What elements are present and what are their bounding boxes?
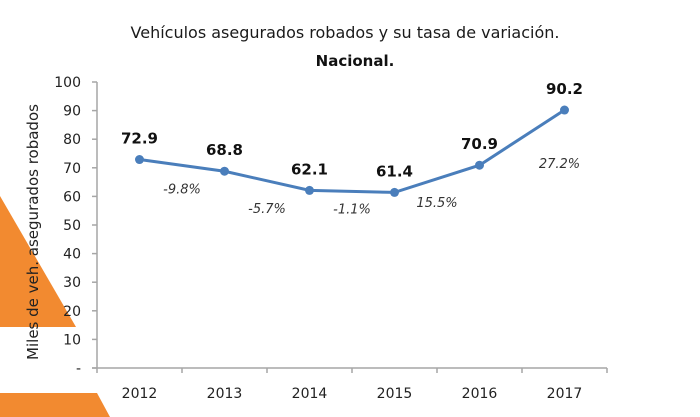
y-tick-label: 20 bbox=[63, 304, 81, 320]
y-tick-label: 50 bbox=[63, 218, 81, 234]
x-tick-label: 2015 bbox=[377, 386, 413, 402]
data-label: 70.9 bbox=[461, 135, 498, 153]
variation-label: 15.5% bbox=[416, 196, 457, 211]
x-tick-label: 2017 bbox=[547, 386, 583, 402]
data-point bbox=[305, 185, 314, 195]
data-point bbox=[390, 187, 399, 197]
y-tick-label: 60 bbox=[63, 189, 81, 205]
y-tick-label: 100 bbox=[54, 75, 81, 91]
series-line bbox=[139, 108, 566, 194]
data-point bbox=[135, 155, 144, 165]
variation-label: -1.1% bbox=[333, 202, 371, 217]
y-tick-label: 70 bbox=[63, 161, 81, 177]
x-tick-label: 2016 bbox=[462, 386, 498, 402]
variation-label: -5.7% bbox=[248, 202, 286, 217]
data-label: 68.8 bbox=[206, 141, 243, 159]
y-tick-label: 10 bbox=[63, 332, 81, 348]
y-tick-label: - bbox=[76, 361, 81, 377]
data-label: 61.4 bbox=[376, 162, 413, 180]
y-axis-label: Miles de veh. asegurados robados bbox=[24, 104, 42, 360]
data-label: 62.1 bbox=[291, 160, 328, 178]
y-tick-label: 80 bbox=[63, 132, 81, 148]
variation-label: -9.8% bbox=[163, 182, 201, 197]
data-label: 90.2 bbox=[546, 80, 583, 98]
y-tick-label: 90 bbox=[63, 104, 81, 120]
data-point bbox=[475, 160, 484, 170]
x-tick-label: 2012 bbox=[122, 386, 158, 402]
decorative-orange-triangle bbox=[0, 196, 76, 327]
y-tick-label: 40 bbox=[63, 247, 81, 263]
chart-subtitle: Nacional. bbox=[316, 52, 395, 70]
x-tick-label: 2014 bbox=[292, 386, 328, 402]
x-tick-label: 2013 bbox=[207, 386, 243, 402]
variation-label: 27.2% bbox=[539, 157, 580, 172]
data-point bbox=[560, 105, 569, 115]
decorative-orange-band bbox=[0, 393, 110, 417]
data-point bbox=[220, 166, 229, 176]
data-label: 72.9 bbox=[121, 130, 158, 148]
y-tick-label: 30 bbox=[63, 275, 81, 291]
chart-title: Vehículos asegurados robados y su tasa d… bbox=[131, 23, 560, 42]
